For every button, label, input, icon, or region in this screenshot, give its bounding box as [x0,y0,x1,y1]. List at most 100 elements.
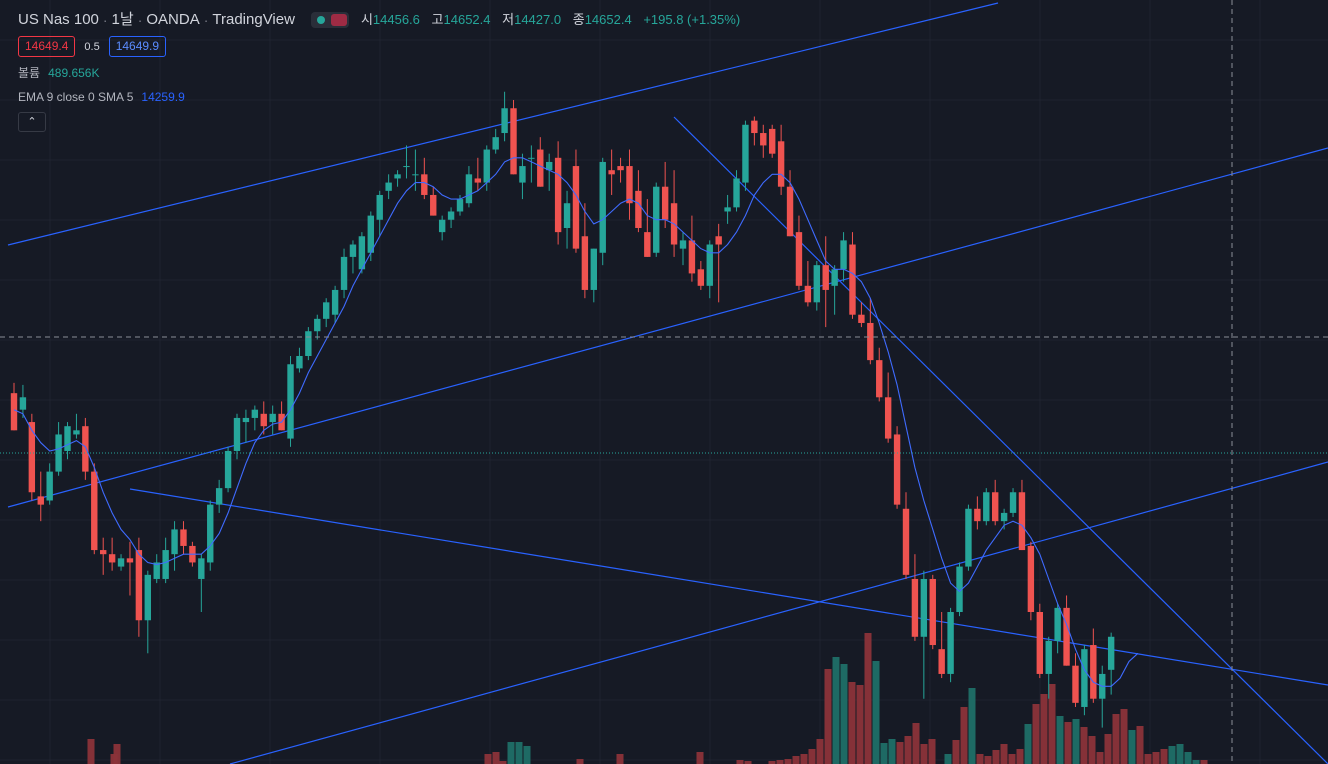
candle-body [1009,492,1017,513]
candle-body [1072,665,1079,703]
volume-bar [1168,746,1176,764]
volume-bar [1200,760,1208,764]
ema-value: 14259.9 [141,90,185,104]
volume-bar [1032,704,1040,764]
volume-bar [856,685,864,764]
market-status-toggle[interactable] [310,12,349,28]
volume-bar [1048,684,1056,764]
ema-polyline [13,157,1139,687]
high-value: 14652.4 [443,12,491,27]
volume-bar [816,739,824,764]
volume-bar [920,744,928,764]
volume-bar [1096,752,1104,764]
symbol-name[interactable]: US Nas 100 [18,11,99,28]
candle-body [117,558,125,567]
separator-dot: · [203,12,209,28]
candle-body [260,413,267,427]
volume-value: 489.656K [48,66,100,80]
trendline [673,116,1328,764]
candle-body [242,417,250,423]
candle-body [617,166,624,171]
candle-body [626,166,633,204]
candle-body [563,203,571,228]
trade-row: 14649.4 0.5 14649.9 [18,36,740,57]
volume-indicator-row[interactable]: 볼륨 489.656K [18,63,740,83]
candle-body [786,186,794,237]
volume-bar [696,752,704,764]
candle-body [296,356,303,369]
candle-body [358,236,366,270]
candle-body [546,161,553,171]
candle-body [724,207,731,212]
trendline [129,488,1328,686]
volume-bar [928,739,936,764]
candle-body [804,285,812,303]
candle-body [858,314,865,323]
volume-bar [800,754,808,764]
market-open-icon [316,16,325,24]
volume-bar [1080,727,1088,764]
sell-button[interactable]: 14649.4 [18,36,76,57]
volume-bar [960,707,968,764]
candle-body [64,426,71,451]
volume-bar [776,760,784,764]
candle-body [162,550,169,579]
volume-bar [768,761,776,764]
candle-body [198,558,205,579]
candle-body [1054,607,1061,641]
volume-bar [808,749,816,764]
candle-body [554,157,562,233]
candle-body [1045,640,1052,674]
candle-body [831,269,838,286]
candle-body [224,450,232,489]
candle-body [108,554,116,563]
candle-body [483,149,490,183]
candle-body [385,182,392,191]
interval-label[interactable]: 1날 [111,11,134,28]
volume-bar [499,761,507,764]
candle-body [777,141,785,187]
volume-bar [952,740,960,764]
volume-bar [1000,744,1008,764]
volume-bar [744,761,752,764]
collapse-legend-button[interactable]: ⌃ [18,112,46,132]
candle-body [911,578,919,637]
candle-body [1107,636,1115,670]
candle-body [661,186,669,220]
volume-bar [113,744,121,764]
ohlc-values: 시14456.6 고14652.4 저14427.0 종14652.4 +195… [361,10,740,30]
candle-body [314,318,321,332]
candle-body [55,434,62,472]
candle-body [697,269,705,286]
candle-body [19,397,27,410]
candle-body [171,529,178,555]
candle-body [287,364,294,439]
candle-body [992,492,999,522]
buy-button[interactable]: 14649.9 [108,36,167,57]
ema-indicator-row[interactable]: EMA 9 close 0 SMA 5 14259.9 [18,87,740,107]
spread-value: 0.5 [84,40,100,53]
candle-body [840,240,847,270]
chevron-up-icon: ⌃ [27,116,37,128]
candle-body [269,413,276,423]
volume-bar [912,723,920,764]
candle-body [867,322,874,361]
volume-bar [1136,726,1144,764]
low-label: 저 [502,12,515,27]
candle-body [37,496,44,505]
volume-bar [896,742,904,764]
candle-body [331,289,339,315]
candle-body [367,215,374,253]
candle-body [144,574,151,621]
candle-body [1000,512,1008,522]
candle-body [528,157,535,159]
volume-bar [824,669,832,764]
platform-label: TradingView [212,11,295,28]
volume-bar [736,760,744,764]
candle-body [376,194,383,220]
ema-line [13,157,1139,687]
volume-bar [1152,752,1160,764]
candle-body [537,149,544,187]
